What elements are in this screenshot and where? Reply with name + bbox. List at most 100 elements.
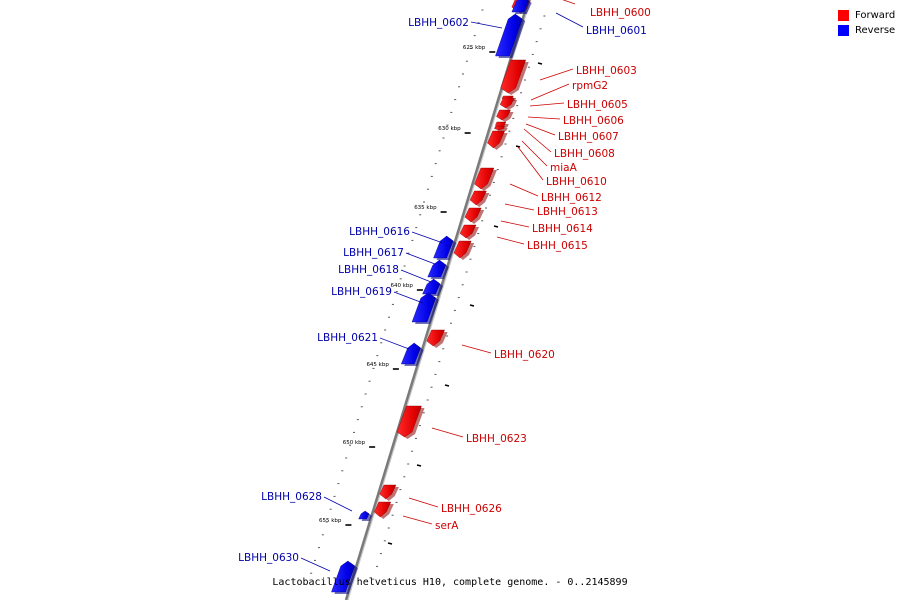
scale-label: 655 kbp [319, 518, 342, 524]
gene-arrow[interactable] [469, 190, 487, 206]
gene-LBHH_0602[interactable] [495, 13, 526, 58]
backbone-line [344, 0, 530, 600]
gene-label[interactable]: rpmG2 [572, 80, 608, 92]
gene-arrow[interactable] [396, 405, 422, 438]
backbone-shadow [346, 0, 532, 600]
gene-arrow[interactable] [499, 97, 515, 109]
gene-label[interactable]: LBHH_0610 [546, 176, 607, 188]
forward-swatch [838, 10, 849, 21]
gene-LBHH_0615[interactable] [453, 240, 475, 260]
gene-LBHH_0626[interactable] [379, 484, 399, 501]
gene-LBHH_0621[interactable] [400, 342, 424, 366]
gene-arrow[interactable] [426, 329, 445, 347]
gene-LBHH_0617[interactable] [427, 259, 449, 279]
scale-label: 645 kbp [366, 362, 389, 368]
gene-arrow[interactable] [494, 125, 505, 131]
gene-label[interactable]: serA [435, 520, 459, 532]
gene-LBHH_0620[interactable] [426, 329, 448, 348]
genome-backbone [344, 0, 532, 600]
gene-arrow[interactable] [495, 13, 523, 57]
gene-leader-line [300, 557, 331, 572]
scale-label: 635 kbp [414, 205, 437, 211]
gene-LBHH_0603[interactable] [500, 59, 529, 95]
genome-caption: Lactobacillus helveticus H10, complete g… [272, 577, 628, 588]
gene-leader-line [525, 123, 556, 136]
gene-arrow[interactable] [511, 0, 529, 13]
gene-arrow[interactable] [453, 240, 472, 259]
gene-LBHH_0628[interactable] [358, 510, 373, 521]
gene-label[interactable]: LBHH_0607 [558, 131, 619, 143]
gene-arrow[interactable] [474, 167, 495, 190]
gene-arrow[interactable] [400, 342, 421, 365]
gene-LBHH_0605[interactable] [499, 97, 518, 110]
gene-LBHH_0612[interactable] [469, 190, 490, 207]
gene-label[interactable]: LBHH_0619 [331, 286, 392, 298]
gene-arrow[interactable] [427, 259, 447, 278]
major-tick [493, 225, 499, 228]
gene-label[interactable]: LBHH_0606 [563, 115, 624, 127]
legend-label-forward: Forward [855, 10, 896, 21]
gene-label[interactable]: miaA [550, 162, 578, 174]
gene-LBHH_0606[interactable] [496, 109, 514, 122]
gene-leader-line [411, 231, 444, 244]
gene-arrow[interactable] [464, 207, 482, 223]
gene-label[interactable]: LBHH_0623 [466, 433, 527, 445]
gene-arrow[interactable] [487, 130, 505, 149]
gene-LBHH_0614[interactable] [459, 224, 480, 240]
gene-leader-line [402, 515, 433, 525]
gene-leader-line [527, 116, 561, 120]
gene-label[interactable]: LBHH_0601 [586, 25, 647, 37]
gene-label[interactable]: LBHH_0612 [541, 192, 602, 204]
gene-label[interactable]: LBHH_0621 [317, 332, 378, 344]
gene-label[interactable]: LBHH_0617 [343, 247, 404, 259]
gene-LBHH_0630[interactable] [331, 560, 358, 594]
gene-arrow[interactable] [373, 501, 392, 518]
gene-label[interactable]: LBHH_0608 [554, 148, 615, 160]
gene-arrow[interactable] [379, 484, 397, 500]
gene-arrow[interactable] [411, 292, 437, 323]
legend-item-reverse: Reverse [838, 23, 895, 38]
gene-LBHH_0613[interactable] [464, 207, 485, 224]
gene-arrow[interactable] [331, 560, 356, 593]
gene-label[interactable]: LBHH_0602 [408, 17, 469, 29]
legend-item-forward: Forward [838, 8, 895, 23]
gene-label[interactable]: LBHH_0628 [261, 491, 322, 503]
gene-leader-line [500, 220, 530, 228]
major-tick [469, 304, 475, 307]
gene-label[interactable]: LBHH_0626 [441, 503, 502, 515]
major-tick [515, 145, 521, 148]
gene-label[interactable]: LBHH_0614 [532, 223, 593, 235]
gene-arrow[interactable] [500, 59, 527, 94]
gene-LBHH_0610[interactable] [474, 167, 497, 191]
strand-legend: Forward Reverse [838, 8, 895, 38]
gene-arrow[interactable] [358, 510, 370, 520]
gene-arrow[interactable] [459, 224, 477, 239]
gene-leader-line [408, 497, 439, 508]
gene-miaA[interactable] [487, 130, 508, 150]
gene-leader-line [496, 236, 525, 245]
gene-LBHH_0601[interactable] [511, 0, 532, 14]
gene-leader-line [405, 252, 436, 265]
gene-label[interactable]: LBHH_0618 [338, 264, 399, 276]
gene-LBHH_0623[interactable] [396, 405, 425, 439]
gene-label[interactable]: LBHH_0603 [576, 65, 637, 77]
reverse-swatch [838, 25, 849, 36]
gene-label[interactable]: LBHH_0620 [494, 349, 555, 361]
gene-label[interactable]: LBHH_0605 [567, 99, 628, 111]
scale-label: 640 kbp [390, 283, 413, 289]
gene-LBHH_0608[interactable] [494, 125, 508, 132]
gene-leader-line [393, 291, 424, 304]
gene-label[interactable]: LBHH_0630 [238, 552, 299, 564]
gene-leader-line [470, 21, 503, 29]
gene-label[interactable]: LBHH_0616 [349, 226, 410, 238]
gene-serA[interactable] [373, 501, 394, 519]
gene-LBHH_0619[interactable] [411, 292, 439, 324]
gene-label[interactable]: LBHH_0600 [590, 7, 651, 19]
gene-label[interactable]: LBHH_0615 [527, 240, 588, 252]
gene-label[interactable]: LBHH_0613 [537, 206, 598, 218]
gene-leader-line [431, 427, 464, 438]
gene-LBHH_0616[interactable] [433, 235, 457, 260]
gene-LBHH_0618[interactable] [422, 278, 444, 296]
gene-arrow[interactable] [433, 235, 454, 259]
gene-arrow[interactable] [496, 109, 511, 121]
